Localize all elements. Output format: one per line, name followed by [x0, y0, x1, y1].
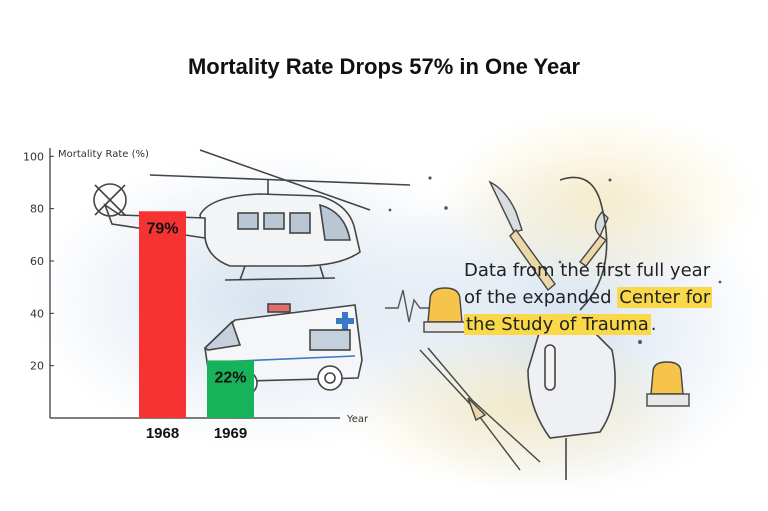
caption-highlight-2: the Study of Trauma [464, 314, 651, 335]
data-label-1968: 79% [146, 220, 178, 237]
y-tick-label: 80 [30, 203, 44, 216]
siren-light-icon [423, 287, 467, 333]
ecg-line-icon [385, 289, 440, 323]
caption-highlight-1: Center for [617, 287, 713, 308]
bar-1968 [139, 211, 186, 418]
x-tick-label-1969: 1969 [214, 425, 247, 442]
data-label-1969: 22% [214, 369, 246, 386]
forceps-icon [419, 347, 541, 471]
page-title: Mortality Rate Drops 57% in One Year [187, 54, 581, 79]
siren-light-icon [646, 361, 690, 407]
caption-line-1: Data from the first full year [464, 260, 711, 281]
caption-line-3: the Study of Trauma. [464, 311, 764, 338]
ink-splatter [388, 176, 722, 344]
caption-text: Data from the first full year of the exp… [464, 257, 764, 338]
y-axis-label: Mortality Rate (%) [58, 149, 149, 160]
y-tick-label: 60 [30, 255, 44, 268]
caption-line-3-suffix: . [650, 314, 657, 335]
y-tick-label: 100 [23, 150, 44, 163]
caption-line-2-prefix: of the expanded [464, 287, 618, 308]
caption-line-2: of the expanded Center for [464, 284, 764, 311]
scalpel-icon [488, 180, 556, 292]
iv-bag-icon [527, 176, 616, 480]
x-tick-label-1968: 1968 [146, 425, 179, 442]
y-tick-label: 40 [30, 307, 44, 320]
y-tick-label: 20 [30, 360, 44, 373]
bar-1969 [207, 360, 254, 418]
x-axis-label: Year [346, 414, 369, 425]
